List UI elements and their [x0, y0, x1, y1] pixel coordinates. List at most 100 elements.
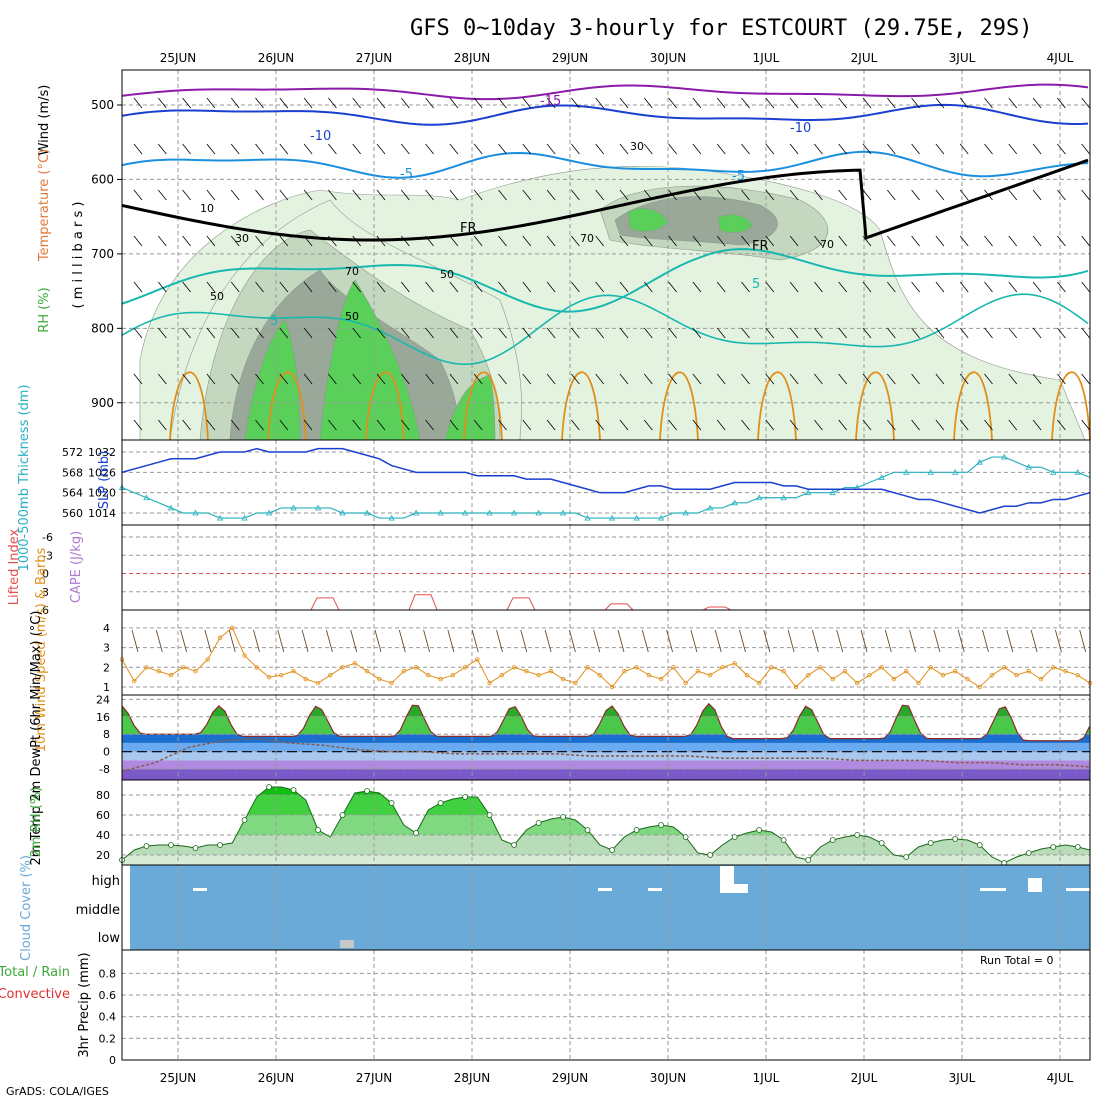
rh-point [462, 794, 468, 800]
cape-blip [408, 594, 438, 611]
li-tick-label: 3 [42, 586, 49, 599]
wind-barb [619, 373, 629, 385]
axis-title: 10m Wind Speed (m/s) & Barbs [34, 547, 49, 752]
wind-barb [206, 419, 216, 431]
wind10-point [156, 669, 161, 674]
wind-barb [230, 327, 240, 339]
wind-barb [230, 189, 240, 201]
wind10-point [462, 665, 468, 670]
wind-barb [959, 143, 969, 155]
axis-title: 2m Temp 2m DewPt (6hr Min/Max) (°C) [29, 611, 44, 866]
date-label-top: 28JUN [454, 51, 491, 65]
isotherm-minus15 [121, 83, 1089, 101]
wind-barb [522, 281, 532, 293]
wind-barb [425, 281, 434, 293]
rh-point [805, 857, 812, 863]
wind-barb-10m [836, 629, 844, 653]
wind-barb [643, 97, 653, 109]
wind-barb [206, 97, 216, 109]
wind-barb [352, 189, 362, 201]
wind-barb [716, 327, 726, 339]
slp-tick-label: 1020 [88, 487, 116, 500]
rh-point [437, 800, 444, 806]
wind-barb [182, 189, 191, 201]
thickness-point [363, 509, 371, 516]
wind-barb [571, 327, 580, 339]
wind-barb [303, 327, 313, 339]
wind-barb [1057, 419, 1066, 431]
rh-point [1050, 844, 1057, 850]
wind-barb [814, 419, 823, 431]
wind-barb [255, 373, 264, 385]
wind-barb [668, 419, 677, 431]
wind10-point [328, 672, 333, 678]
isotherm-warm [463, 371, 503, 441]
wind-barb [352, 235, 362, 247]
wind-barb [668, 97, 677, 109]
wind10-point [769, 665, 774, 670]
wind-barb [522, 419, 532, 431]
date-label-top: 26JUN [258, 51, 295, 65]
wind-barb [862, 281, 872, 293]
wind-barb [400, 327, 410, 339]
rh-point [266, 784, 272, 790]
thickness-point [461, 509, 469, 516]
date-label-bottom: 25JUN [160, 1071, 197, 1085]
wind-barb [1032, 373, 1042, 385]
wind-barb [230, 235, 240, 247]
wind-barb [255, 235, 264, 247]
wind-barb [741, 97, 750, 109]
wind10-point [340, 665, 345, 670]
wind-barb [255, 189, 264, 201]
wind-barb [473, 373, 483, 385]
wind-barb [595, 189, 605, 201]
cloud-gap [598, 888, 612, 891]
wind-barb [838, 373, 848, 385]
wind-barb [498, 235, 507, 247]
wind-barb [449, 419, 459, 431]
wind-barb-10m [884, 629, 892, 653]
wind10-point [413, 665, 419, 670]
wind-barb [133, 235, 143, 247]
wind-barb [522, 373, 532, 385]
isotherm-warm [365, 371, 405, 441]
rh-point [511, 842, 518, 848]
wind-barb [1081, 189, 1091, 201]
axis-title: 3hr Precip (mm) [77, 952, 92, 1057]
wind-barb [230, 97, 240, 109]
wind-barb [522, 327, 532, 339]
wind-barb [959, 235, 969, 247]
wind-barb [182, 373, 191, 385]
wind-barb [643, 327, 653, 339]
thickness-point [903, 469, 910, 475]
wind-barb [157, 235, 167, 247]
wind-barb [862, 143, 872, 155]
wind10-point [352, 661, 358, 666]
wind10-point [1038, 676, 1044, 682]
cape-blip [310, 597, 340, 611]
thickness-point [780, 494, 787, 501]
wind-barb [886, 235, 896, 247]
wind10-point [499, 672, 505, 678]
wind-barb [692, 327, 702, 339]
precip-tick-label: 0 [109, 1054, 116, 1067]
wind10-point [181, 665, 186, 670]
wind-barb [692, 281, 702, 293]
wind-barb [1032, 327, 1042, 339]
wind-barb [376, 97, 386, 109]
wind-barb [789, 97, 799, 109]
wind-barb [498, 143, 507, 155]
wind-barb-10m [520, 629, 528, 653]
wind-barb [668, 327, 677, 339]
rh-shading [244, 319, 301, 441]
wind-barb [133, 281, 143, 293]
wind-barb [473, 327, 483, 339]
wind-barb-10m [325, 629, 333, 653]
wind-barb [328, 235, 337, 247]
thickness-point [535, 509, 542, 516]
wind-barb-10m [641, 629, 649, 653]
rh-tick-label: 60 [96, 809, 110, 822]
pressure-tick-label: 600 [91, 172, 114, 186]
wind-barb [449, 143, 459, 155]
wind-barb [789, 419, 799, 431]
